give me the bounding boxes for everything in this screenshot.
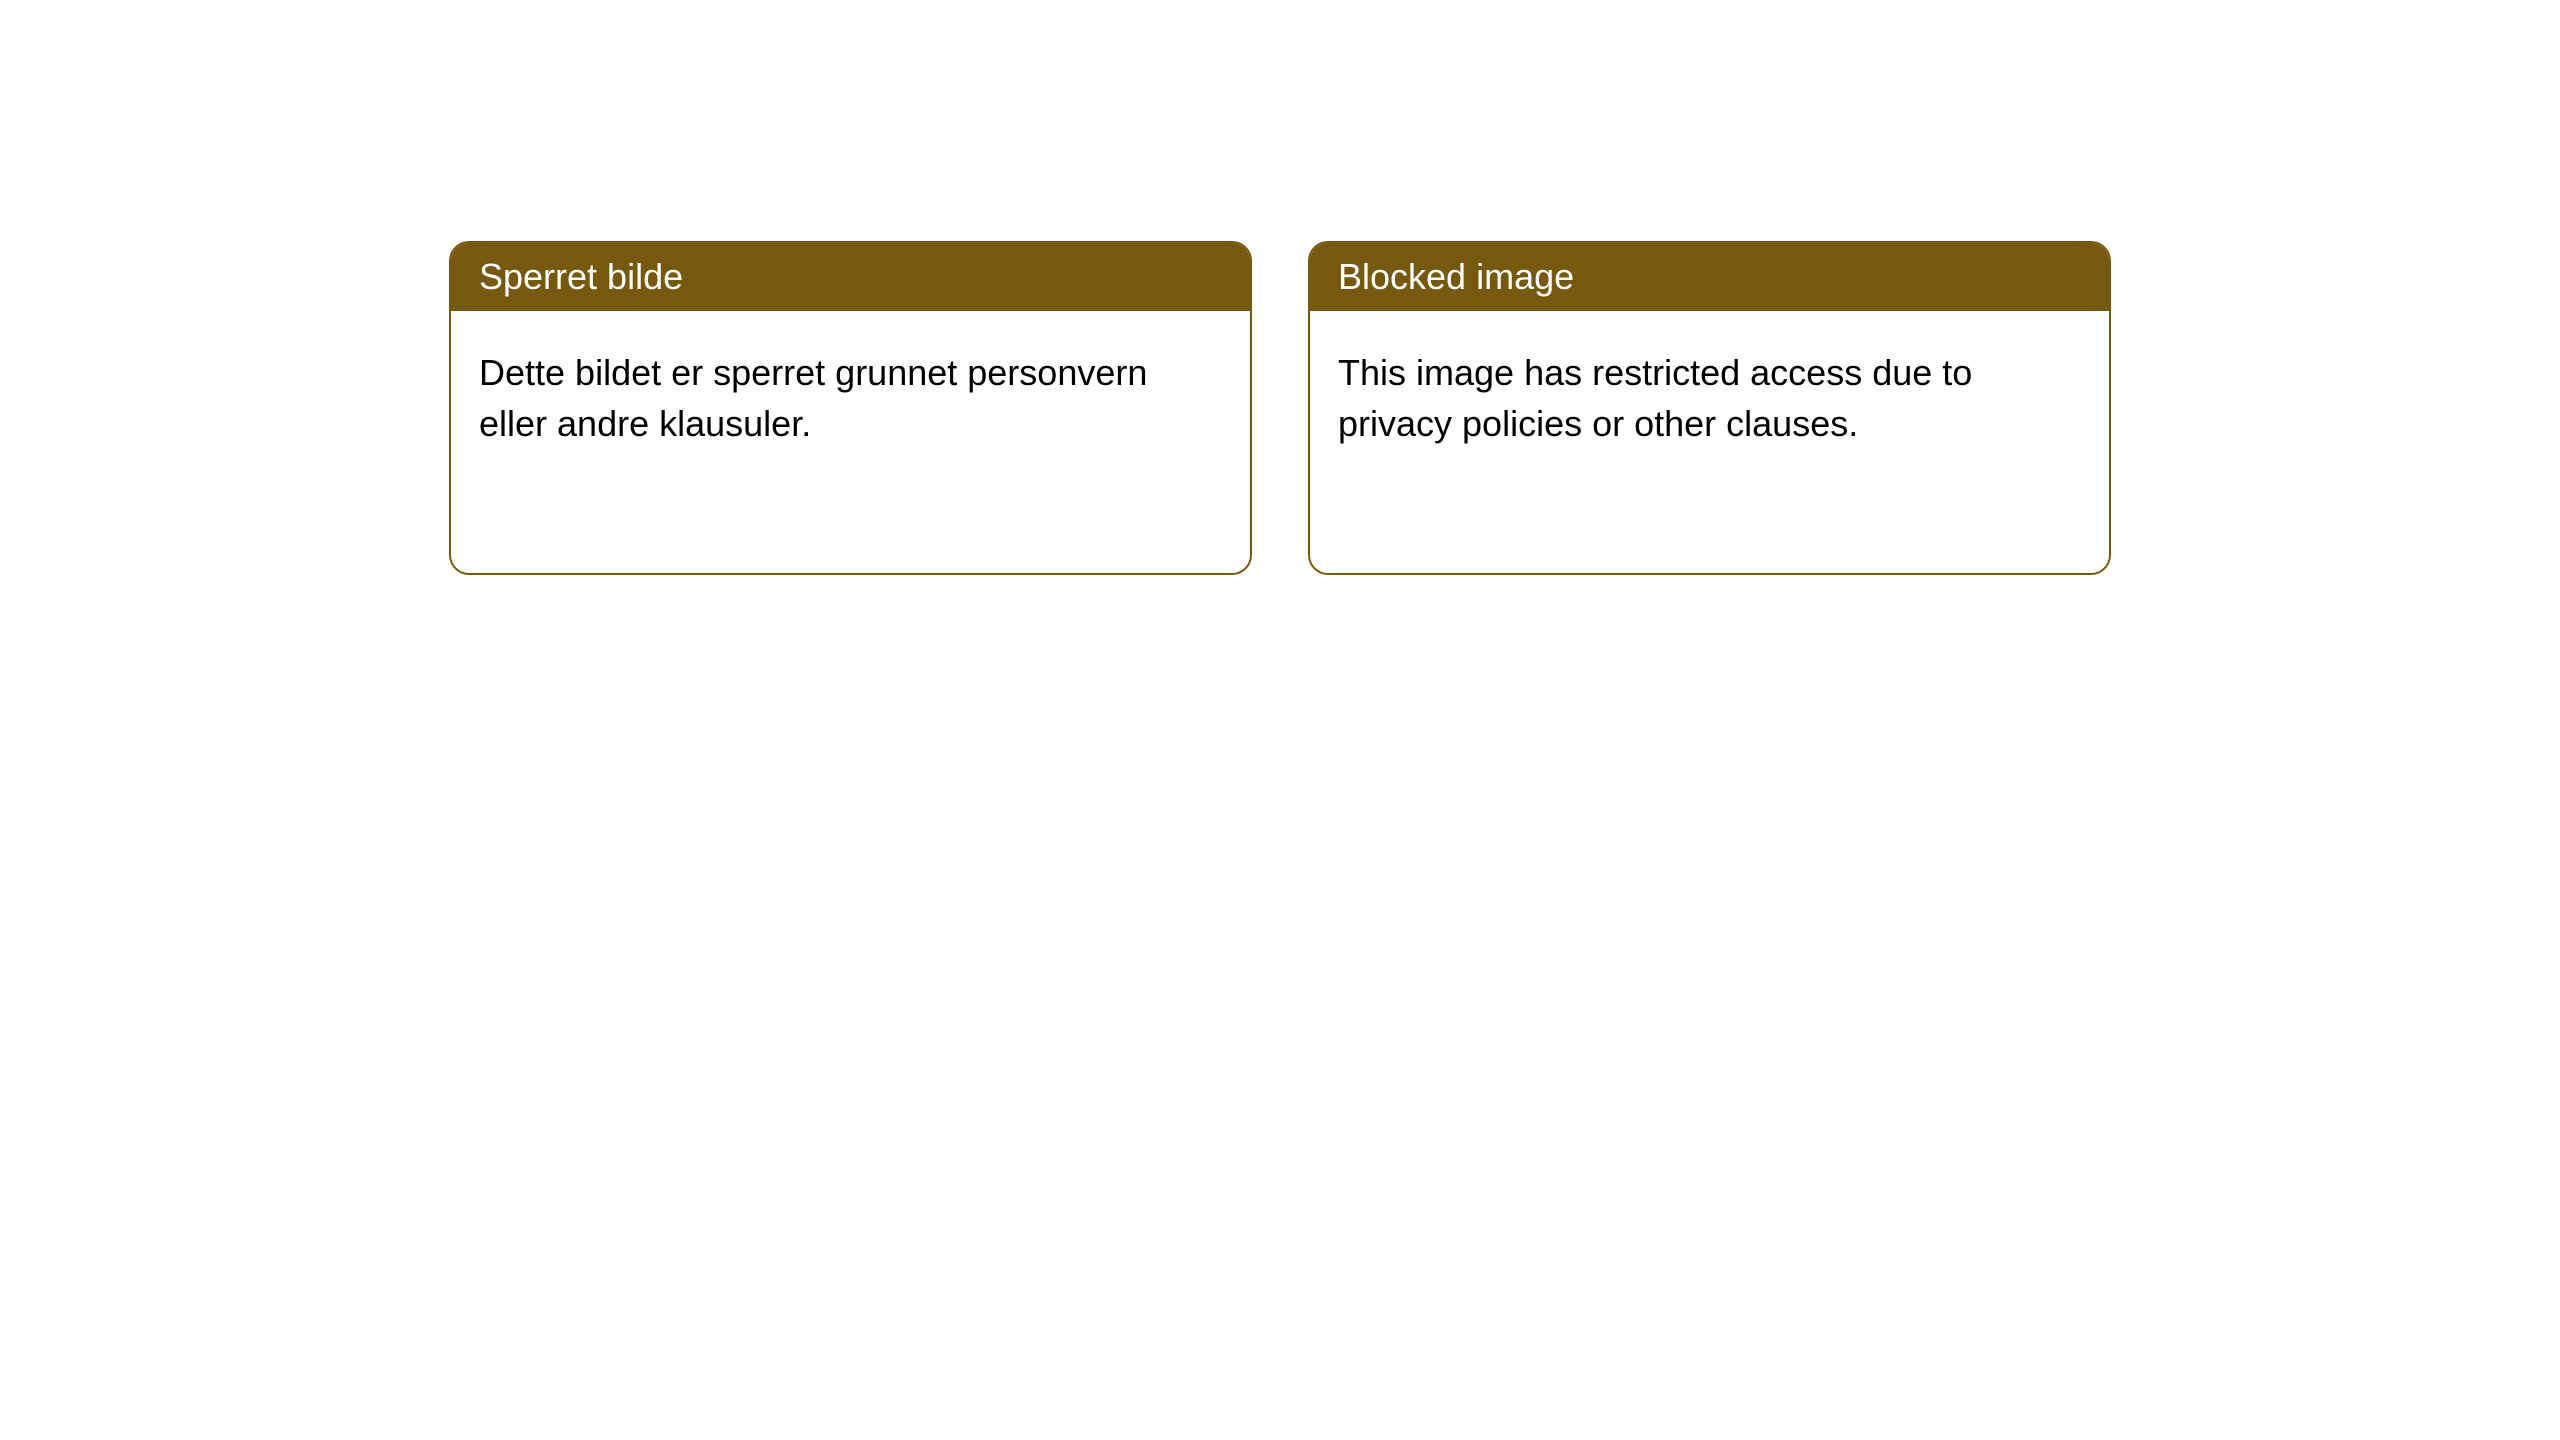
- card-body: Dette bildet er sperret grunnet personve…: [451, 311, 1250, 477]
- blocked-image-card-english: Blocked image This image has restricted …: [1308, 241, 2111, 575]
- card-body-text: Dette bildet er sperret grunnet personve…: [479, 352, 1147, 444]
- blocked-image-card-norwegian: Sperret bilde Dette bildet er sperret gr…: [449, 241, 1252, 575]
- notice-cards-container: Sperret bilde Dette bildet er sperret gr…: [0, 0, 2560, 575]
- card-header: Blocked image: [1310, 243, 2109, 311]
- card-body-text: This image has restricted access due to …: [1338, 352, 1972, 444]
- card-body: This image has restricted access due to …: [1310, 311, 2109, 477]
- card-title: Sperret bilde: [479, 256, 683, 297]
- card-header: Sperret bilde: [451, 243, 1250, 311]
- card-title: Blocked image: [1338, 256, 1574, 297]
